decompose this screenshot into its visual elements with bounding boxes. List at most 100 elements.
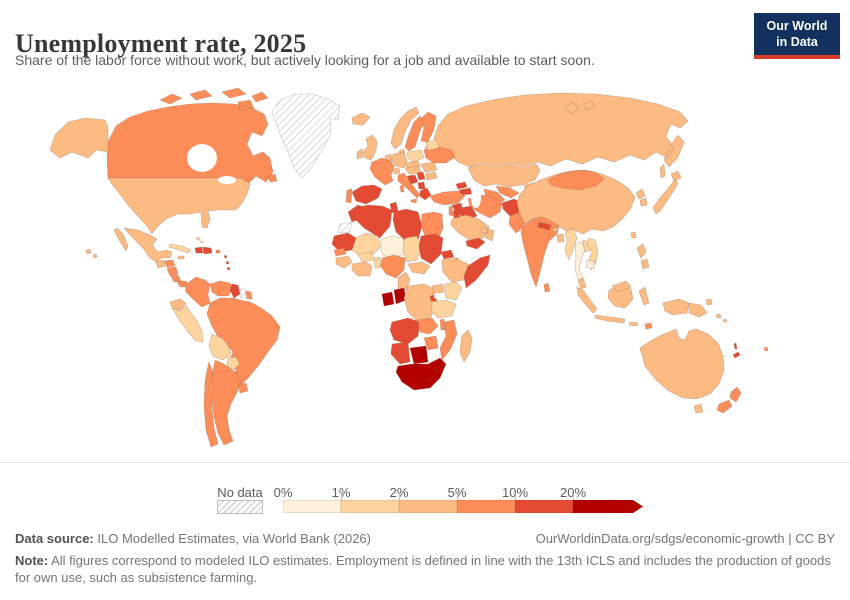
country-thailand[interactable]: Thailand — 0-1% — [574, 240, 586, 282]
country-germany[interactable]: Germany — 2-5% — [391, 151, 408, 169]
country-poland[interactable]: Poland — 1-2% — [406, 149, 425, 163]
country-switzerland[interactable]: Switzerland — 2-5% — [392, 167, 401, 175]
country-uzbekistan[interactable]: Uzbekistan — 5-10% — [495, 185, 520, 199]
country-eritrea[interactable]: Eritrea — 10-20% — [440, 249, 455, 260]
country-israel-lebanon[interactable]: Israel and Lebanon — 5-10% — [448, 205, 454, 217]
country-australia[interactable]: Australia — 2-5% — [639, 328, 725, 414]
owid-logo[interactable]: Our World in Data — [754, 13, 840, 60]
country-honduras[interactable]: Honduras — 5-10% — [163, 259, 176, 268]
country-argentina[interactable]: Argentina — 5-10% — [211, 359, 242, 446]
country-nepal[interactable]: Nepal — 10-20% — [537, 221, 552, 231]
country-uganda[interactable]: Uganda — 2-5% — [431, 283, 445, 295]
country-bulgaria[interactable]: Bulgaria — 2-5% — [424, 171, 438, 181]
country-new-caledonia[interactable]: New Caledonia — 10-20% — [732, 351, 741, 359]
country-puerto-rico[interactable]: Puerto Rico — 5-10% — [215, 249, 221, 254]
country-saudi-arabia[interactable]: Saudi Arabia — 2-5% — [450, 214, 490, 242]
legend-no-data-swatch[interactable] — [217, 500, 263, 514]
owid-url-link[interactable]: OurWorldinData.org/sdgs/economic-growth — [535, 531, 785, 546]
country-dominican-republic[interactable]: Dominican Republic — 10-20% — [202, 246, 213, 255]
country-philippines[interactable]: Philippines — 2-5% — [636, 243, 650, 270]
country-congo[interactable]: Congo — 20%+ — [393, 287, 407, 305]
country-uk[interactable]: United Kingdom — 2-5% — [362, 134, 378, 161]
country-kenya[interactable]: Kenya — 1-2% — [443, 281, 463, 301]
country-namibia[interactable]: Namibia — 10-20% — [390, 341, 411, 365]
country-senegal[interactable]: Senegal — 5-10% — [333, 247, 347, 257]
country-malawi[interactable]: Malawi — 5-10% — [439, 318, 446, 331]
country-chile[interactable]: Chile — 5-10% — [203, 361, 219, 448]
legend-bin-5-10%[interactable] — [457, 500, 515, 513]
country-central-african-republic[interactable]: Central African Republic — 2-5% — [407, 261, 431, 275]
country-china[interactable]: China — 2-5% — [516, 169, 636, 235]
country-eswatini[interactable]: Eswatini — 20%+ — [435, 366, 443, 373]
country-drc[interactable]: Democratic Republic of Congo — 2-5% — [403, 283, 439, 323]
country-belarus[interactable]: Belarus — 1-2% — [425, 139, 440, 151]
country-czech-slovakia[interactable]: Czechia and Slovakia — 2-5% — [404, 160, 421, 169]
country-mexico[interactable]: Mexico — 2-5% — [113, 227, 173, 263]
country-algeria[interactable]: Algeria — 10-20% — [353, 204, 393, 239]
country-spain[interactable]: Spain — 10-20% — [351, 184, 383, 205]
country-bangladesh[interactable]: Bangladesh — 2-5% — [556, 233, 565, 243]
country-solomon-islands[interactable]: Solomon Islands — 2-5% — [715, 313, 728, 323]
country-usa[interactable]: United States — 2-5% — [49, 117, 251, 259]
country-peru[interactable]: Peru — 1-2% — [171, 304, 204, 343]
country-georgia[interactable]: Georgia — 10-20% — [455, 181, 468, 190]
legend-bin-1-2%[interactable] — [341, 500, 399, 513]
legend-bin-2-5%[interactable] — [399, 500, 457, 513]
country-new-zealand[interactable]: New Zealand — 5-10% — [716, 386, 742, 414]
country-botswana[interactable]: Botswana — 20%+ — [409, 345, 429, 365]
country-norway[interactable]: Norway — 2-5% — [390, 106, 420, 150]
country-gabon[interactable]: Gabon — 20%+ — [381, 291, 395, 307]
country-zimbabwe[interactable]: Zimbabwe — 5-10% — [423, 335, 439, 351]
country-ivory-coast-ghana[interactable]: Ivory Coast and Ghana — 2-5% — [351, 261, 373, 277]
country-chad[interactable]: Chad — 1-2% — [402, 235, 422, 263]
country-ecuador[interactable]: Ecuador — 2-5% — [169, 298, 187, 311]
country-french-guiana[interactable]: French Guiana — 5-10% — [245, 290, 253, 300]
country-mongolia[interactable]: Mongolia — 5-10% — [547, 169, 605, 191]
license-link[interactable]: CC BY — [795, 531, 835, 546]
country-serbia[interactable]: Serbia — 10-20% — [416, 171, 426, 181]
country-italy[interactable]: Italy — 5-10% — [397, 172, 421, 204]
country-finland[interactable]: Finland — 5-10% — [420, 111, 437, 143]
country-turkey[interactable]: Turkey — 5-10% — [429, 190, 466, 206]
country-cameroon[interactable]: Cameroon — 2-5% — [397, 271, 411, 291]
country-india[interactable]: India — 5-10% — [520, 216, 560, 288]
country-timor[interactable]: East Timor — 5-10% — [644, 322, 653, 330]
country-iceland[interactable]: Iceland — 2-5% — [351, 112, 371, 126]
country-fiji[interactable]: Fiji — 5-10% — [763, 346, 769, 352]
country-togo-benin[interactable]: Togo and Benin — 1-2% — [373, 256, 382, 269]
country-nicaragua[interactable]: Nicaragua — 5-10% — [166, 266, 179, 277]
country-bolivia[interactable]: Bolivia — 1-2% — [208, 333, 232, 361]
country-ireland[interactable]: Ireland — 2-5% — [356, 148, 364, 160]
country-sri-lanka[interactable]: Sri Lanka — 5-10% — [543, 282, 551, 293]
country-albania-macedonia[interactable]: Albania and North Macedonia — 10-20% — [417, 181, 426, 190]
country-guatemala[interactable]: Guatemala — 2-5% — [155, 259, 166, 269]
country-madagascar[interactable]: Madagascar — 2-5% — [459, 329, 473, 363]
country-france[interactable]: France — 5-10% — [369, 157, 395, 186]
legend-bin-0-1%[interactable] — [283, 500, 341, 513]
country-north-korea[interactable]: North Korea — 2-5% — [635, 188, 646, 200]
country-kazakhstan[interactable]: Kazakhstan — 2-5% — [467, 163, 541, 188]
country-lesser-antilles[interactable]: Lesser Antilles — 10-20% — [223, 254, 231, 288]
country-vanuatu[interactable]: Vanuatu — 10-20% — [733, 342, 738, 350]
country-guinea[interactable]: Guinea — 2-5% — [335, 255, 353, 269]
legend-bin-20%+[interactable] — [573, 500, 643, 513]
country-portugal[interactable]: Portugal — 5-10% — [345, 188, 353, 204]
country-papua-new-guinea[interactable]: Papua New Guinea — 2-5% — [688, 298, 713, 318]
country-indonesia[interactable]: Indonesia — 2-5% — [576, 284, 690, 327]
country-greece[interactable]: Greece — 10-20% — [419, 187, 432, 201]
country-greenland[interactable]: Greenland — No data — [271, 93, 341, 179]
country-libya[interactable]: Libya — 10-20% — [392, 208, 423, 242]
country-croatia-bosnia[interactable]: Croatia and Bosnia — 10-20% — [406, 174, 419, 185]
country-sudan[interactable]: Sudan — 10-20% — [418, 233, 444, 265]
country-venezuela[interactable]: Venezuela — 5-10% — [209, 280, 234, 297]
country-burkina-faso[interactable]: Burkina Faso — 1-2% — [357, 251, 375, 263]
country-malaysia[interactable]: Malaysia — 2-5% — [577, 277, 632, 293]
country-bahamas[interactable]: Bahamas — 1-2% — [195, 236, 204, 244]
country-canada[interactable]: Canada — 5-10% — [106, 87, 278, 185]
country-cuba[interactable]: Cuba — 1-2% — [168, 243, 192, 254]
country-romania[interactable]: Romania — 2-5% — [420, 161, 438, 173]
country-taiwan[interactable]: Taiwan — 2-5% — [630, 231, 637, 239]
country-jamaica[interactable]: Jamaica — 2-5% — [177, 255, 185, 260]
country-nigeria[interactable]: Nigeria — 5-10% — [380, 254, 406, 279]
country-ukraine[interactable]: Ukraine — 5-10% — [423, 146, 456, 164]
